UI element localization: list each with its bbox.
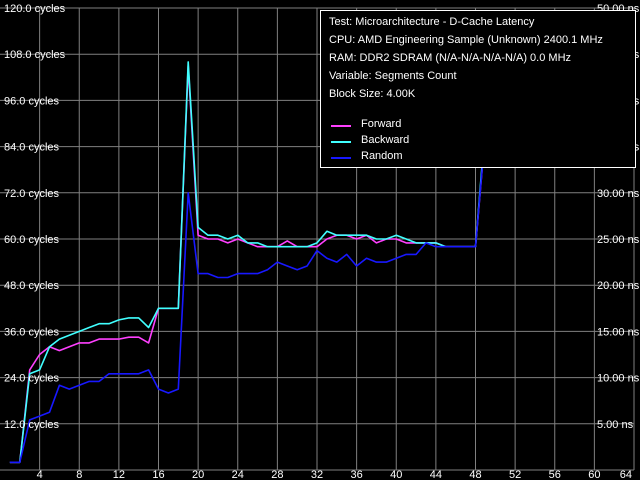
block-size-text: Block Size: 4.00K bbox=[329, 88, 416, 100]
x-tick-label: 64 bbox=[620, 469, 632, 480]
legend-swatch-backward bbox=[331, 141, 351, 143]
y-right-tick-label: 10.00 ns bbox=[597, 373, 640, 385]
y-left-tick-label: 48.0 cycles bbox=[4, 280, 60, 292]
x-tick-label: 44 bbox=[430, 469, 442, 480]
x-tick-label: 36 bbox=[351, 469, 363, 480]
y-left-tick-label: 60.0 cycles bbox=[4, 234, 60, 246]
ram-info-text: RAM: DDR2 SDRAM (N/A-N/A-N/A-N/A) 0.0 MH… bbox=[329, 52, 572, 64]
y-left-tick-label: 36.0 cycles bbox=[4, 326, 60, 338]
x-tick-label: 32 bbox=[311, 469, 323, 480]
y-axis-left-labels: 12.0 cycles 24.0 cycles 36.0 cycles 48.0 cy… bbox=[4, 3, 66, 431]
legend-swatch-random bbox=[331, 157, 351, 159]
x-tick-label: 24 bbox=[232, 469, 244, 480]
x-tick-label: 4 bbox=[37, 469, 43, 480]
test-name-text: Test: Microarchitecture - D-Cache Latenc… bbox=[329, 16, 535, 28]
x-tick-label: 28 bbox=[271, 469, 283, 480]
y-left-tick-label: 84.0 cycles bbox=[4, 142, 60, 154]
legend-label-forward: Forward bbox=[361, 118, 402, 130]
x-tick-label: 16 bbox=[152, 469, 164, 480]
legend-swatch-forward bbox=[331, 125, 351, 127]
x-tick-label: 20 bbox=[192, 469, 204, 480]
x-tick-label: 52 bbox=[509, 469, 521, 480]
y-right-tick-label: 20.00 ns bbox=[597, 280, 640, 292]
y-right-tick-label: 5.00 ns bbox=[597, 419, 634, 431]
x-tick-label: 48 bbox=[469, 469, 481, 480]
y-left-tick-label: 12.0 cycles bbox=[4, 419, 60, 431]
legend-label-backward: Backward bbox=[361, 134, 410, 146]
legend-label-random: Random bbox=[361, 150, 403, 162]
x-tick-label: 60 bbox=[588, 469, 600, 480]
x-tick-label: 8 bbox=[76, 469, 82, 480]
y-left-tick-label: 120.0 cycles bbox=[4, 3, 66, 15]
y-right-tick-label: 25.00 ns bbox=[597, 234, 640, 246]
x-tick-label: 56 bbox=[549, 469, 561, 480]
y-left-tick-label: 96.0 cycles bbox=[4, 95, 60, 107]
cpu-info-text: CPU: AMD Engineering Sample (Unknown) 24… bbox=[329, 34, 603, 46]
info-legend-box: Test: Microarchitecture - D-Cache Latenc… bbox=[320, 10, 636, 168]
y-right-tick-label: 15.00 ns bbox=[597, 326, 640, 338]
y-right-tick-label: 30.00 ns bbox=[597, 188, 640, 200]
y-left-tick-label: 24.0 cycles bbox=[4, 373, 60, 385]
y-left-tick-label: 108.0 cycles bbox=[4, 49, 66, 61]
x-axis-labels: 4 8 12 16 20 24 28 32 36 40 44 48 52 56 60 64 bbox=[37, 469, 632, 480]
x-tick-label: 40 bbox=[390, 469, 402, 480]
x-tick-label: 12 bbox=[113, 469, 125, 480]
y-left-tick-label: 72.0 cycles bbox=[4, 188, 60, 200]
variable-info-text: Variable: Segments Count bbox=[329, 70, 457, 82]
